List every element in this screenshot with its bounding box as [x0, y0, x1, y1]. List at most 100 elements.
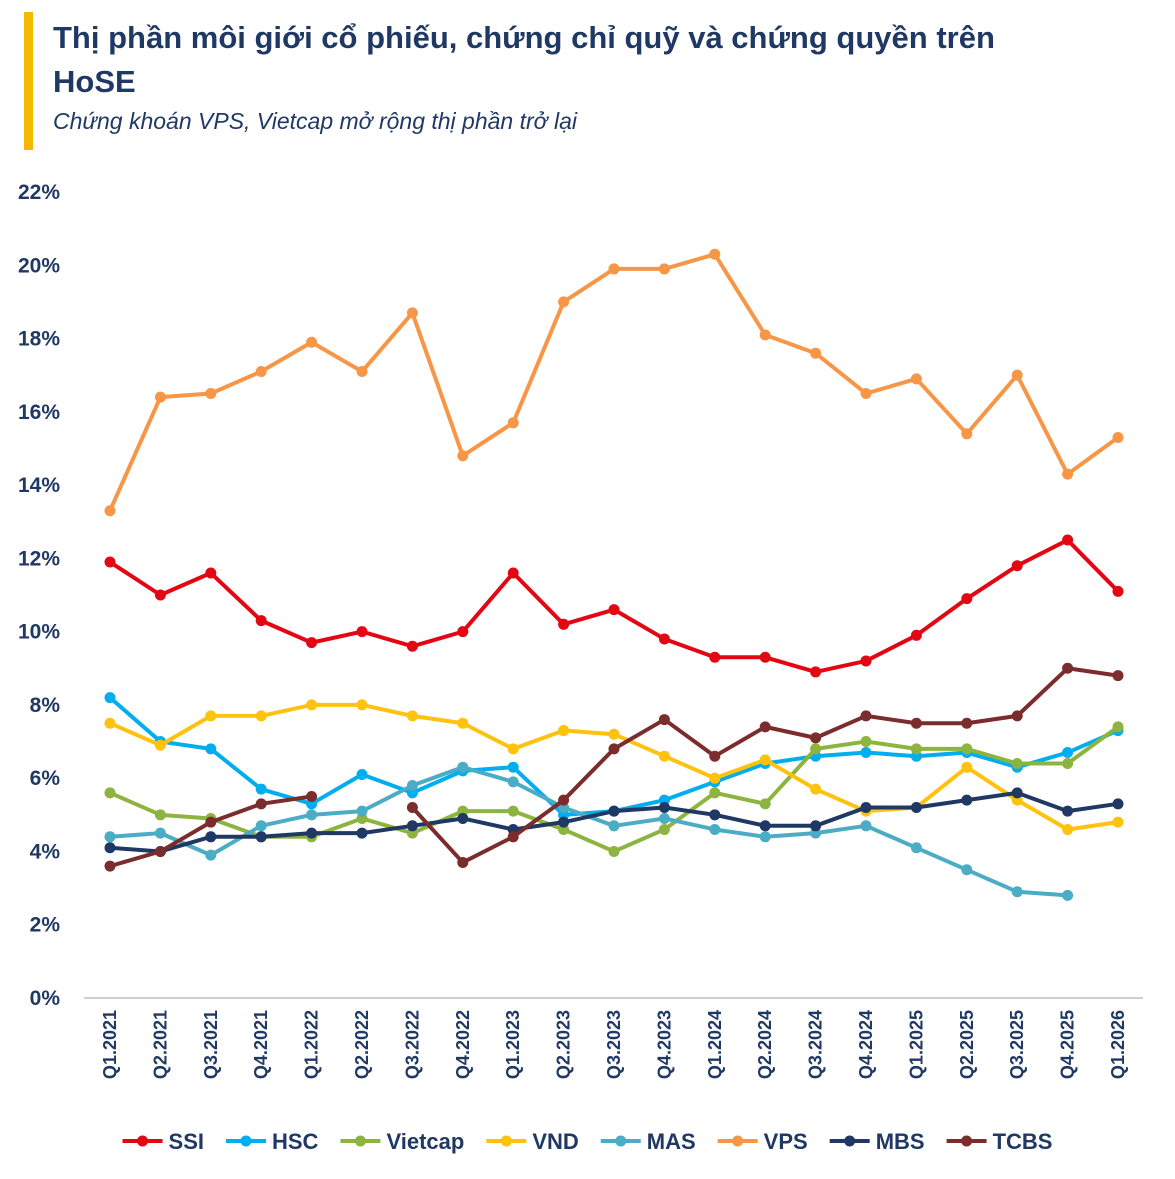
data-point-vps: [1062, 468, 1074, 480]
data-point-vietcap: [104, 787, 116, 799]
data-point-vietcap: [759, 798, 771, 810]
data-point-tcbs: [154, 845, 166, 857]
data-point-mas: [457, 761, 469, 773]
data-point-vps: [608, 263, 620, 275]
data-point-vnd: [759, 754, 771, 766]
data-point-tcbs: [255, 798, 267, 810]
series-line-mas: [108, 765, 1070, 898]
data-point-mas: [507, 776, 519, 788]
x-tick-label: Q2.2021: [150, 1010, 170, 1079]
data-point-ssi: [104, 556, 116, 568]
x-tick-label: Q2.2022: [352, 1010, 372, 1079]
data-point-mas: [356, 805, 368, 817]
data-point-tcbs: [810, 732, 822, 744]
data-point-vps: [457, 450, 469, 462]
data-point-mas: [910, 842, 922, 854]
data-point-vnd: [558, 725, 570, 737]
data-point-tcbs: [910, 717, 922, 729]
data-point-vietcap: [709, 787, 721, 799]
y-tick-label: 8%: [30, 694, 61, 717]
legend-marker: [354, 1135, 366, 1147]
data-point-vietcap: [608, 845, 620, 857]
data-point-tcbs: [608, 743, 620, 755]
data-point-vietcap: [1011, 758, 1023, 770]
data-point-ssi: [810, 666, 822, 678]
legend-marker: [615, 1135, 627, 1147]
x-tick-label: Q3.2022: [402, 1010, 422, 1079]
data-point-ssi: [1011, 560, 1023, 572]
x-tick-label: Q3.2023: [604, 1010, 624, 1079]
data-point-tcbs: [709, 750, 721, 762]
data-point-mas: [255, 820, 267, 832]
data-point-vnd: [457, 717, 469, 729]
data-point-vnd: [1062, 823, 1074, 835]
data-point-ssi: [709, 651, 721, 663]
data-point-mbs: [1011, 787, 1023, 799]
legend-item-hsc: HSC: [226, 1129, 319, 1154]
data-point-vps: [860, 388, 872, 399]
data-point-vps: [810, 347, 822, 359]
data-point-mbs: [104, 842, 116, 854]
data-point-tcbs: [205, 816, 217, 828]
data-point-vnd: [608, 728, 620, 740]
data-point-ssi: [154, 589, 166, 601]
data-point-vnd: [810, 783, 822, 795]
data-point-vps: [104, 505, 116, 517]
legend-item-ssi: SSI: [122, 1129, 204, 1154]
data-point-ssi: [457, 626, 469, 638]
data-point-ssi: [658, 633, 670, 645]
x-tick-label: Q2.2024: [755, 1010, 775, 1079]
data-point-vps: [1011, 369, 1023, 381]
data-point-mas: [709, 823, 721, 835]
data-point-mbs: [608, 805, 620, 817]
x-tick-label: Q3.2025: [1007, 1010, 1027, 1079]
legend-label: SSI: [169, 1129, 204, 1154]
legend-marker: [137, 1135, 149, 1147]
data-point-mas: [306, 809, 318, 821]
data-point-ssi: [860, 655, 872, 667]
data-point-vnd: [961, 761, 973, 773]
data-point-vps: [910, 373, 922, 385]
data-point-tcbs: [406, 801, 418, 813]
data-point-mas: [658, 812, 670, 824]
x-tick-label: Q1.2023: [503, 1010, 523, 1079]
legend-item-vps: VPS: [717, 1129, 808, 1154]
legend-item-mas: MAS: [600, 1129, 696, 1154]
y-axis: 0% 2% 4% 6% 8% 10% 12% 14% 16% 18% 20% 22%: [18, 181, 60, 1010]
data-point-mas: [406, 780, 418, 792]
data-point-hsc: [104, 692, 116, 704]
data-point-vietcap: [860, 736, 872, 748]
y-tick-label: 10%: [18, 621, 60, 644]
data-point-mbs: [759, 820, 771, 832]
data-point-mbs: [860, 801, 872, 813]
legend-marker: [240, 1135, 252, 1147]
legend-marker: [844, 1135, 856, 1147]
data-point-hsc: [356, 769, 368, 781]
data-point-vps: [759, 329, 771, 341]
data-point-tcbs: [860, 710, 872, 722]
data-point-ssi: [961, 593, 973, 605]
legend-marker: [500, 1135, 512, 1147]
data-point-ssi: [558, 618, 570, 630]
x-tick-label: Q4.2024: [856, 1010, 876, 1079]
data-point-tcbs: [457, 856, 469, 868]
legend-label: Vietcap: [386, 1129, 464, 1154]
data-point-vnd: [104, 717, 116, 729]
data-point-ssi: [1062, 534, 1074, 546]
data-point-vnd: [1112, 816, 1124, 828]
data-point-mbs: [910, 801, 922, 813]
plot-area: [104, 248, 1124, 901]
data-point-vps: [406, 307, 418, 319]
legend-label: VPS: [764, 1129, 808, 1154]
series-tcbs: [104, 662, 1124, 872]
data-point-vietcap: [154, 809, 166, 821]
data-point-ssi: [910, 629, 922, 641]
data-point-vnd: [406, 710, 418, 722]
chart-subtitle: Chứng khoán VPS, Vietcap mở rộng thị phầ…: [53, 108, 577, 134]
series-line-vps: [108, 252, 1120, 513]
data-point-vietcap: [1112, 721, 1124, 733]
data-point-vps: [658, 263, 670, 275]
data-point-vps: [205, 388, 217, 399]
data-point-vps: [961, 428, 973, 440]
y-tick-label: 6%: [30, 767, 61, 790]
